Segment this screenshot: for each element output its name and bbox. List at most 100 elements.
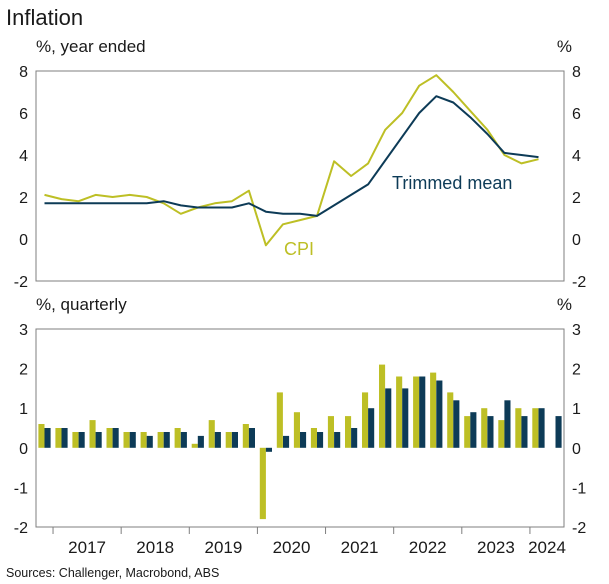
bottom-bars [38, 364, 562, 520]
bar-cpi [89, 420, 96, 448]
top-y-tick-right: 6 [572, 106, 581, 123]
bar-cpi [362, 392, 369, 448]
bar-cpi [310, 428, 317, 448]
bar-cpi [55, 428, 62, 448]
x-year-label: 2018 [136, 538, 174, 557]
bar-cpi [379, 364, 386, 448]
top-y-tick-left: 6 [19, 106, 28, 123]
bar-cpi [498, 420, 505, 448]
bar-trimmed-mean [112, 428, 119, 448]
trimmed-mean-label: Trimmed mean [392, 173, 512, 193]
bar-trimmed-mean [487, 416, 494, 448]
bar-trimmed-mean [521, 416, 528, 448]
bar-trimmed-mean [453, 400, 460, 448]
bar-cpi [38, 424, 45, 448]
bottom-y-tick-right: -1 [572, 480, 586, 497]
x-year-label: 2024 [528, 538, 566, 557]
bar-cpi [157, 432, 164, 448]
bar-cpi [106, 428, 113, 448]
bottom-y-tick-right: 1 [572, 401, 581, 418]
top-y-tick-left: -2 [14, 274, 28, 291]
bar-cpi [174, 428, 181, 448]
bar-trimmed-mean [470, 412, 477, 448]
x-year-label: 2023 [477, 538, 515, 557]
bottom-panel-frame [35, 328, 565, 528]
top-y-tick-right: 0 [572, 232, 581, 249]
bar-cpi [191, 443, 198, 448]
bottom-unit-right: % [557, 295, 572, 314]
bar-trimmed-mean [300, 432, 307, 448]
bottom-unit-left: %, quarterly [36, 295, 127, 314]
bottom-y-tick-left: 2 [19, 362, 28, 379]
bottom-y-tick-right: 0 [572, 441, 581, 458]
bar-trimmed-mean [555, 416, 562, 448]
bar-trimmed-mean [129, 432, 136, 448]
bottom-y-tick-right: -2 [572, 520, 586, 537]
bar-cpi [225, 432, 232, 448]
bar-cpi [396, 376, 403, 448]
bar-trimmed-mean [248, 428, 255, 448]
bottom-y-tick-left: 3 [19, 322, 28, 339]
line-cpi [44, 74, 539, 247]
bar-cpi [259, 447, 266, 520]
bar-trimmed-mean [351, 428, 358, 448]
bar-trimmed-mean [265, 447, 272, 452]
bar-trimmed-mean [61, 428, 68, 448]
bottom-y-tick-right: 3 [572, 322, 581, 339]
line-trimmed-mean [44, 95, 539, 217]
bottom-y-tick-right: 2 [572, 362, 581, 379]
bar-trimmed-mean [231, 432, 238, 448]
bar-trimmed-mean [368, 408, 375, 448]
bar-trimmed-mean [44, 428, 51, 448]
bar-trimmed-mean [317, 432, 324, 448]
bar-trimmed-mean [538, 408, 545, 448]
bar-trimmed-mean [78, 432, 85, 448]
bar-trimmed-mean [283, 435, 290, 448]
bar-trimmed-mean [197, 435, 204, 448]
bar-trimmed-mean [214, 432, 221, 448]
bottom-y-tick-left: -2 [14, 520, 28, 537]
x-axis: 2017 2018 2019 2020 2021 2022 2023 2024 [52, 527, 566, 557]
source-note: Sources: Challenger, Macrobond, ABS [6, 566, 219, 580]
bar-cpi [447, 392, 454, 448]
x-year-label: 2022 [409, 538, 447, 557]
top-y-tick-right: 8 [572, 64, 581, 81]
x-year-label: 2019 [204, 538, 242, 557]
x-year-label: 2020 [273, 538, 311, 557]
bar-trimmed-mean [419, 376, 426, 448]
top-y-tick-left: 8 [19, 64, 28, 81]
bar-trimmed-mean [436, 380, 443, 448]
bar-cpi [276, 392, 283, 448]
top-unit-left: %, year ended [36, 37, 146, 56]
bottom-y-tick-left: -1 [14, 480, 28, 497]
bottom-y-tick-left: 0 [19, 441, 28, 458]
top-unit-right: % [557, 37, 572, 56]
bottom-y-ticks: -2 -2 -1 -1 0 0 1 1 2 2 3 3 [14, 322, 587, 537]
bar-trimmed-mean [504, 400, 511, 448]
bar-cpi [481, 408, 488, 448]
bar-trimmed-mean [385, 388, 392, 448]
bar-cpi [464, 416, 471, 448]
top-y-tick-right: 4 [572, 148, 581, 165]
top-y-tick-right: 2 [572, 190, 581, 207]
top-series-lines [44, 74, 539, 247]
bar-cpi [242, 424, 249, 448]
top-y-tick-left: 0 [19, 232, 28, 249]
bar-cpi [72, 432, 79, 448]
top-y-tick-left: 2 [19, 190, 28, 207]
x-year-label: 2017 [68, 538, 106, 557]
bar-trimmed-mean [402, 388, 409, 448]
bar-trimmed-mean [334, 432, 341, 448]
bottom-y-tick-left: 1 [19, 401, 28, 418]
top-y-ticks: -2 -2 0 0 2 2 4 4 6 6 8 8 [14, 64, 587, 291]
top-y-tick-left: 4 [19, 148, 28, 165]
top-panel-frame [35, 70, 565, 282]
chart-title: Inflation [6, 5, 83, 30]
bar-cpi [430, 372, 437, 448]
bar-trimmed-mean [95, 432, 102, 448]
bar-trimmed-mean [180, 432, 187, 448]
top-y-tick-right: -2 [572, 274, 586, 291]
bar-trimmed-mean [146, 435, 153, 448]
bar-cpi [208, 420, 215, 448]
